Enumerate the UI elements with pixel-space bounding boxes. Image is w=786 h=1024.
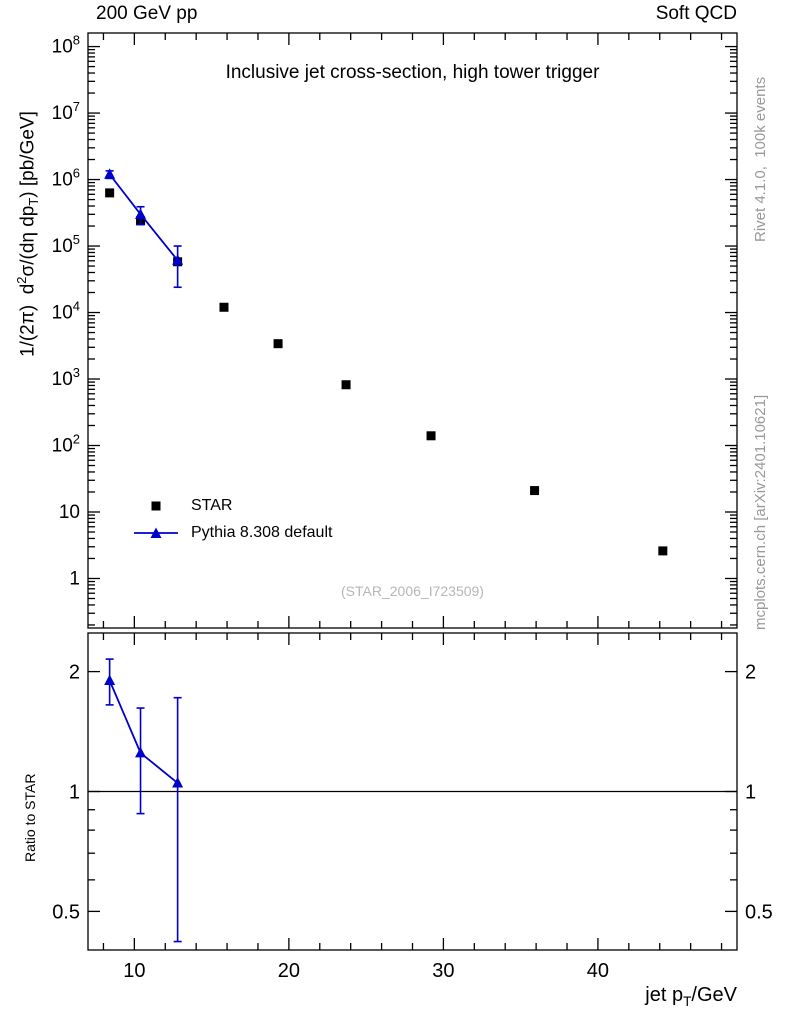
main-y-tick-label: 10	[59, 502, 80, 523]
main-y-tick-label: 1	[69, 568, 80, 589]
data-point-triangle	[104, 674, 116, 685]
legend-item-pythia: Pythia 8.308 default	[133, 519, 332, 546]
axis-ticks	[88, 33, 737, 950]
data-point-square	[105, 188, 115, 198]
ratio-y-tick-label-right: 2	[745, 662, 756, 684]
legend-label-star: STAR	[191, 496, 233, 514]
triangle-line-marker-icon	[134, 527, 178, 538]
x-tick-label: 40	[587, 960, 609, 982]
x-axis-label: jet pT/GeV	[645, 984, 737, 1009]
ratio-y-tick-label-left: 2	[69, 662, 80, 684]
main-y-tick-label: 102	[52, 432, 80, 457]
x-tick-label: 10	[123, 960, 145, 982]
ratio-y-axis-label: Ratio to STAR	[22, 773, 38, 862]
ratio-y-tick-label-left: 0.5	[52, 901, 80, 923]
main-y-tick-label: 104	[52, 299, 80, 324]
data-point-square	[341, 380, 351, 390]
series-pythia-8-308-default-star	[104, 658, 184, 943]
main-y-tick-label: 105	[52, 232, 80, 257]
data-point-square	[530, 486, 540, 496]
main-y-axis-label: 1/(2π) d2σ/(dη dpT) [pb/GeV]	[14, 111, 42, 357]
ratio-y-tick-label-left: 1	[69, 782, 80, 804]
data-point-square	[426, 431, 436, 441]
analysis-id-watermark: (STAR_2006_I723509)	[341, 583, 484, 599]
main-y-tick-label: 108	[52, 33, 80, 58]
legend-label-pythia: Pythia 8.308 default	[191, 523, 333, 541]
data-point-square	[658, 546, 668, 556]
main-y-tick-label: 107	[52, 99, 80, 124]
tick-labels: 10 20 30 40 1 10 102 103 104 105 106 107 108 0.5 0.5 1 1…	[52, 33, 773, 982]
data-point-triangle	[135, 208, 147, 219]
process-group-label: Soft QCD	[655, 3, 737, 24]
plot-title: Inclusive jet cross-section, high tower …	[225, 62, 600, 83]
data-point-triangle	[104, 168, 116, 179]
beam-energy-label: 200 GeV pp	[96, 3, 198, 24]
main-y-tick-label: 103	[52, 365, 80, 390]
main-y-tick-label: 106	[52, 166, 80, 191]
data-point-square	[219, 302, 229, 312]
series-pythia-8-308-default	[104, 168, 184, 289]
data-point-triangle	[135, 746, 147, 758]
legend-item-star: STAR	[133, 492, 332, 519]
data-point-triangle	[172, 777, 184, 788]
data-point-triangle	[172, 254, 184, 265]
mcplots-citation-label: mcplots.cern.ch [arXiv:2401.10621]	[752, 394, 769, 630]
x-tick-label: 30	[432, 960, 454, 982]
x-tick-label: 20	[278, 960, 300, 982]
ratio-y-tick-label-right: 0.5	[745, 901, 773, 923]
legend: STAR Pythia 8.308 default	[133, 492, 332, 546]
square-marker-icon	[151, 501, 161, 510]
ratio-y-tick-label-right: 1	[745, 782, 756, 804]
data-point-square	[273, 339, 283, 349]
generator-version-label: Rivet 4.1.0, 100k events	[752, 76, 769, 242]
